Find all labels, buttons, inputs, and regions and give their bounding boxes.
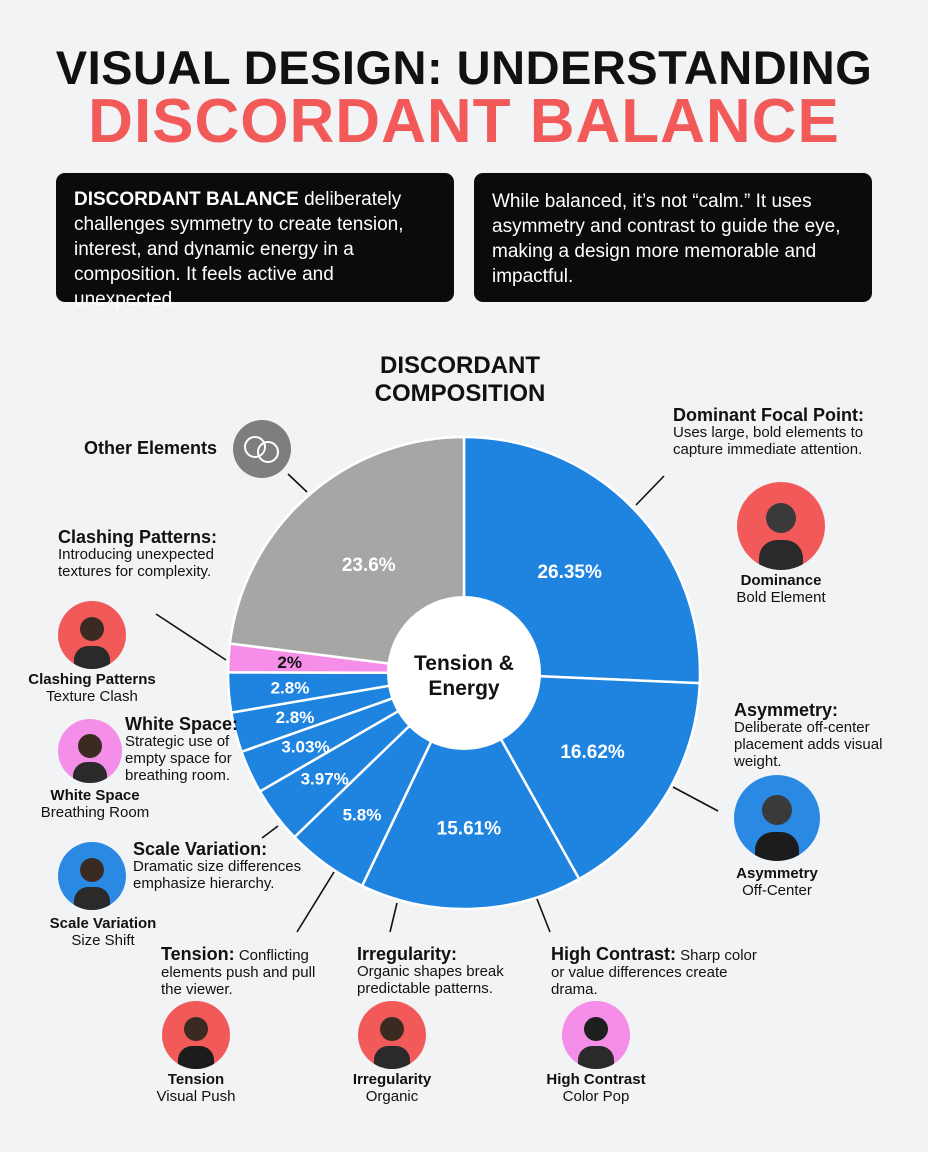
person-avatar-icon [734, 775, 820, 861]
caption-whitespace-bold: White Space [50, 787, 140, 804]
intro-left-bold: DISCORDANT BALANCE [74, 189, 299, 210]
person-avatar-icon [737, 482, 825, 570]
caption-clashing-sub: Texture Clash [46, 688, 138, 705]
annot-dominant-head: Dominant Focal Point: [673, 405, 864, 425]
caption-irregularity: Irregularity Organic [312, 1071, 472, 1105]
annot-contrast-text: Sharp color or value differences create … [551, 947, 757, 998]
leader-irregularity [389, 902, 398, 933]
person-avatar-icon [562, 1001, 630, 1069]
leader-clashing [155, 613, 227, 661]
caption-asymmetry: Asymmetry Off-Center [697, 865, 857, 899]
pie-slice-labels: 26.35% 16.62% 15.61% 5.8% 3.97% 3.03% 2.8% 2.8%… [271, 555, 625, 840]
annot-whitespace-head: White Space: [125, 714, 239, 734]
caption-scale-bold: Scale Variation [49, 915, 157, 932]
caption-dominant-sub: Bold Element [736, 589, 826, 606]
slice-label-5: 3.97% [301, 769, 349, 788]
leader-contrast [536, 898, 551, 933]
center-label-line2: Energy [428, 677, 500, 700]
intro-right-text: While balanced, it’s not “calm.” It uses… [492, 191, 841, 287]
caption-clashing: Clashing Patterns Texture Clash [12, 671, 172, 705]
annot-clashing-text: Introducing unexpected textures for comp… [58, 546, 214, 580]
slice-label-2: 16.62% [560, 742, 625, 763]
person-avatar-icon [358, 1001, 426, 1069]
annot-other-head: Other Elements [84, 438, 218, 458]
overlapping-circles-icon [233, 420, 291, 478]
person-avatar-icon [58, 719, 122, 783]
slice-label-4: 5.8% [343, 806, 382, 825]
slice-label-6: 3.03% [281, 737, 329, 756]
caption-contrast-bold: High Contrast [546, 1071, 646, 1088]
annot-whitespace-text: Strategic use of empty space for breathi… [125, 733, 232, 784]
pie-center-hole [387, 596, 541, 750]
slice-label-3: 15.61% [437, 819, 502, 840]
caption-whitespace-sub: Breathing Room [40, 804, 150, 821]
intro-left-text: deliberately challenges symmetry to crea… [74, 189, 404, 310]
annot-asymmetry-text: Deliberate off-center placement adds vis… [734, 719, 883, 770]
caption-contrast-sub: Color Pop [562, 1088, 630, 1105]
pie-slice-1 [462, 435, 702, 685]
caption-scale: Scale Variation Size Shift [23, 915, 183, 949]
annot-irregularity: Irregularity: Organic shapes break predi… [357, 944, 527, 997]
page-title-line2: DISCORDANT BALANCE [88, 87, 840, 156]
caption-whitespace: White Space Breathing Room [15, 787, 175, 821]
annot-tension: Tension: Conflicting elements push and p… [161, 944, 331, 998]
annot-clashing: Clashing Patterns: Introducing unexpecte… [58, 527, 228, 580]
caption-asymmetry-sub: Off-Center [742, 882, 812, 899]
leader-asymmetry [672, 786, 719, 812]
person-avatar-icon [162, 1001, 230, 1069]
caption-scale-sub: Size Shift [71, 932, 135, 949]
slice-label-10: 23.6% [342, 555, 396, 576]
annot-tension-text: Conflicting elements push and pull the v… [161, 947, 316, 998]
annot-irregularity-text: Organic shapes break predictable pattern… [357, 963, 504, 997]
person-avatar-icon [58, 842, 126, 910]
intro-box-right: While balanced, it’s not “calm.” It uses… [474, 173, 872, 302]
leader-tension [296, 871, 335, 933]
pie-slice-3 [360, 670, 581, 911]
annot-irregularity-head: Irregularity: [357, 944, 458, 964]
intro-box-left: DISCORDANT BALANCE deliberately challeng… [56, 173, 454, 310]
annot-contrast-head: High Contrast: [551, 944, 676, 964]
caption-irregularity-bold: Irregularity [352, 1071, 432, 1088]
caption-dominant-bold: Dominance [740, 572, 822, 589]
caption-irregularity-sub: Organic [365, 1088, 419, 1105]
annot-clashing-head: Clashing Patterns: [58, 527, 218, 547]
caption-asymmetry-bold: Asymmetry [736, 865, 818, 882]
leader-dominant [635, 475, 665, 506]
slice-label-8: 2.8% [271, 678, 310, 697]
slice-label-9: 2% [277, 653, 302, 672]
leader-scale [261, 825, 279, 839]
annot-contrast: High Contrast: Sharp color or value diff… [551, 944, 771, 998]
annot-whitespace: White Space: Strategic use of empty spac… [125, 714, 245, 784]
caption-tension: Tension Visual Push [116, 1071, 276, 1105]
center-label-line1: Tension & [414, 652, 514, 675]
chart-title: DISCORDANT COMPOSITION [374, 352, 546, 407]
annot-scale-text: Dramatic size differences emphasize hier… [133, 858, 302, 892]
annot-scale-head: Scale Variation: [133, 839, 268, 859]
annot-tension-head: Tension: [161, 944, 235, 964]
pie-slice-10 [228, 435, 466, 675]
leader-other [287, 473, 308, 493]
annot-scale: Scale Variation: Dramatic size differenc… [133, 839, 303, 892]
person-avatar-icon [58, 601, 126, 669]
annot-asymmetry: Asymmetry: Deliberate off-center placeme… [734, 700, 904, 770]
pie-slice-2 [461, 671, 702, 881]
caption-contrast: High Contrast Color Pop [516, 1071, 676, 1105]
caption-clashing-bold: Clashing Patterns [28, 671, 156, 688]
caption-tension-sub: Visual Push [156, 1088, 236, 1105]
caption-tension-bold: Tension [167, 1071, 225, 1088]
slice-label-1: 26.35% [537, 562, 602, 583]
annot-asymmetry-head: Asymmetry: [734, 700, 839, 720]
page-title-line1: VISUAL DESIGN: UNDERSTANDING [55, 41, 873, 94]
slice-label-7: 2.8% [276, 708, 315, 727]
annot-dominant: Dominant Focal Point: Uses large, bold e… [673, 405, 893, 458]
annot-dominant-text: Uses large, bold elements to capture imm… [673, 424, 864, 458]
caption-dominant: Dominance Bold Element [701, 572, 861, 606]
annot-other: Other Elements [84, 438, 218, 458]
